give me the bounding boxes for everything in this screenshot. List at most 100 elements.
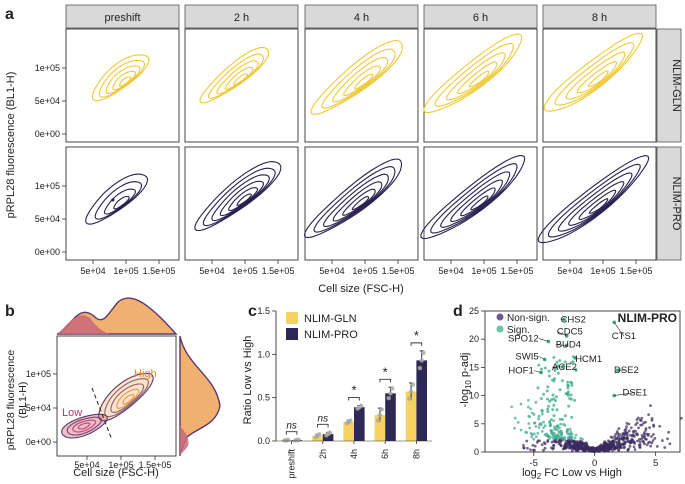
panel-d-gene-leader [538,338,549,342]
panel-d-point [617,440,621,444]
panel-d-point [631,438,635,442]
panel-d-point [558,441,562,445]
panel-c-sig-label: * [414,328,419,343]
panel-c-replicate-point [421,350,426,355]
panel-a-contour [547,163,641,238]
panel-a-contour [332,181,383,222]
panel-d-point [558,426,561,430]
panel-d-point [530,433,534,436]
panel-a-xtick-label: 5e+04 [319,266,344,276]
panel-a-contour [565,51,626,100]
panel-d-point [578,442,582,445]
panel-b-low-contour [61,413,108,439]
panel-d-point [648,426,651,430]
panel-d-point [573,445,577,449]
panel-c-sig-label: ns [318,413,329,424]
panel-a-contour [342,188,376,216]
panel-d-point [547,369,551,373]
panel-a-facet [542,28,657,143]
panel-b-low-label: Low [62,407,82,419]
panel-d-point [668,442,672,446]
panel-d-point [614,440,618,444]
panel-d-gene-leader [555,344,567,346]
panel-d-point [642,421,646,425]
panel-d-point [563,436,567,439]
panel-a-contour [228,187,259,212]
panel-d-point [562,422,566,426]
panel-a-contour [103,188,136,215]
panel-d-point [623,433,627,437]
panel-d-legend-dot-nonsig [496,313,504,321]
panel-d-point [627,440,631,444]
panel-d-gene-label: HCM1 [575,354,602,365]
panel-b-gate-line [91,387,113,441]
panel-d-point [540,429,544,433]
panel-d-point [655,444,659,448]
panel-d-gene-leader [613,322,625,337]
panel-a-contour [216,60,259,95]
panel-d-point [538,423,541,426]
panel-a-contour-center [111,198,115,202]
panel-d-point [609,435,613,439]
panel-c-bar [405,391,417,441]
panel-b-ylabel-line1: pRPL28 fluorescence [5,350,17,451]
panel-c-replicate-point [417,365,423,371]
panel-a-contour [450,179,503,223]
panel-c-bar [374,415,386,441]
panel-a-contour [224,66,254,90]
panel-d-point [539,367,543,371]
panel-a-contour [537,155,650,244]
panel-d-point [570,415,574,419]
panel-d-point [542,426,545,430]
panel-a-column-strip [65,4,180,29]
panel-d-point [546,440,550,444]
panel-c-bar [385,393,396,441]
panel-c-replicate-point [327,430,333,435]
panel-d-point [565,392,569,396]
panel-c-bar-chart: 0.0 0.5 1.0 1.5 ns preshift ns 2h * 4h * 6h * 8h [257,306,432,479]
panel-c-replicate-point [285,437,291,442]
panel-b-low-contour [77,422,91,430]
panel-d-ylabel: -log10 p-adj [459,353,473,408]
panel-d-point [543,424,547,427]
panel-d-point [644,427,648,430]
panel-a-facet [423,28,538,143]
panel-c-sig-bracket [317,423,329,428]
panel-d-point [559,422,563,426]
panel-c-bar [322,434,334,441]
panel-d-legend-sig: Sign. [507,325,530,336]
panel-a-contour [440,171,511,228]
panel-c-ylabel: Ratio Low vs High [242,336,254,425]
panel-d-point [568,427,572,431]
panel-d-point [624,427,628,431]
panel-c-letter: c [248,303,257,320]
panel-a-row-label: NLIM-PRO [670,177,682,231]
panel-d-point [581,437,584,441]
panel-d-point [617,434,620,438]
panel-d-ytick-label: 0 [474,447,479,457]
panel-c-replicate-point [379,407,384,412]
panel-d-point [548,374,552,378]
panel-d-point [679,416,683,420]
panel-d-point [528,426,532,430]
panel-c-replicate-point [348,418,353,423]
panel-d-point [539,397,543,401]
panel-d-point [638,446,642,449]
panel-a-contour [434,42,514,107]
panel-d-point [641,439,645,443]
panel-d-point [636,439,639,443]
panel-d-point [564,442,568,446]
panel-c-ytick-label: 1.5 [257,306,270,316]
panel-d-ytick-label: 10 [469,391,479,401]
panel-d-point [572,439,575,443]
panel-d-point [551,435,555,439]
panel-c-legend-pro: NLIM-PRO [304,329,358,341]
panel-d-point [537,426,541,429]
panel-c-xtick-label: 8h [411,449,421,459]
panel-a-contour [202,167,276,227]
panel-d-point [534,425,538,428]
panel-d-point [553,399,557,403]
panel-d-point [566,384,570,388]
panel-d-point [566,380,570,384]
panel-a-contour [112,70,136,91]
